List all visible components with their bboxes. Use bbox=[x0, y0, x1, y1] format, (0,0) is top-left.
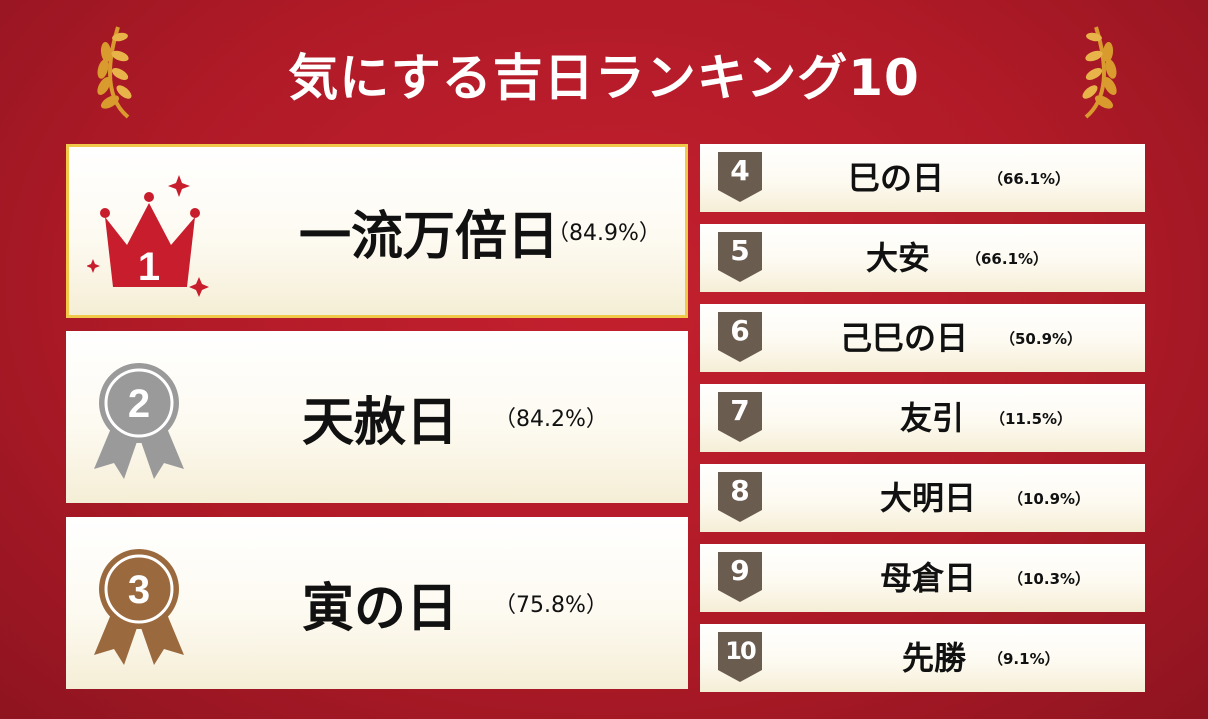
crown-rank-number: 1 bbox=[138, 245, 160, 289]
rank-number: 6 bbox=[730, 314, 750, 347]
rank-card-4: 4 巳の日 （66.1%） bbox=[700, 144, 1145, 212]
rank-badge-icon bbox=[718, 632, 762, 682]
rank-name: 先勝 bbox=[902, 639, 967, 677]
rank-percentage: （10.3%） bbox=[1008, 570, 1091, 588]
bronze-medal-icon: 3 bbox=[94, 549, 184, 665]
rank-percentage: （84.9%） bbox=[547, 221, 661, 246]
page-title: 気にする吉日ランキング10 bbox=[288, 49, 920, 107]
rank-name: 巳の日 bbox=[848, 159, 945, 197]
rank-name: 母倉日 bbox=[880, 559, 977, 597]
rank-card-1: 1 一流万倍日 （84.9%） bbox=[66, 144, 688, 318]
rank-percentage: （66.1%） bbox=[966, 250, 1049, 268]
rank-name: 天赦日 bbox=[302, 392, 459, 453]
rank-number: 8 bbox=[730, 474, 750, 507]
rank-badge-icon bbox=[718, 152, 762, 202]
rank-card-8: 8 大明日 （10.9%） bbox=[700, 464, 1145, 532]
rank-name: 己巳の日 bbox=[840, 319, 969, 357]
laurel-left-icon bbox=[97, 26, 132, 119]
rank-percentage: （66.1%） bbox=[988, 170, 1071, 188]
rank-badge-icon bbox=[718, 392, 762, 442]
rank-badge-icon bbox=[718, 472, 762, 522]
rank-name: 寅の日 bbox=[302, 578, 459, 639]
medal-rank-number: 2 bbox=[128, 382, 150, 426]
rank-card-10: 10 先勝 （9.1%） bbox=[700, 624, 1145, 692]
medal-rank-number: 3 bbox=[128, 568, 150, 612]
rank-card-3: 3 寅の日 （75.8%） bbox=[66, 517, 688, 689]
rank-number: 7 bbox=[730, 394, 750, 427]
rank-card-2: 2 天赦日 （84.2%） bbox=[66, 331, 688, 503]
rank-badge-icon bbox=[718, 232, 762, 282]
rank-percentage: （50.9%） bbox=[1000, 330, 1083, 348]
rank-number: 9 bbox=[730, 554, 750, 587]
laurel-right-icon bbox=[1082, 26, 1117, 119]
rank-percentage: （11.5%） bbox=[990, 410, 1073, 428]
rank-name: 友引 bbox=[900, 399, 965, 437]
rank-name: 大安 bbox=[866, 239, 931, 277]
rank-percentage: （75.8%） bbox=[494, 593, 608, 618]
rank-badge-icon bbox=[718, 312, 762, 362]
crown-icon: 1 bbox=[87, 175, 209, 297]
rank-name: 大明日 bbox=[880, 479, 977, 517]
rank-card-6: 6 己巳の日 （50.9%） bbox=[700, 304, 1145, 372]
rank-number: 4 bbox=[730, 154, 750, 187]
rank-percentage: （84.2%） bbox=[494, 407, 608, 432]
rank-name: 一流万倍日 bbox=[299, 206, 560, 267]
rank-number: 10 bbox=[725, 637, 756, 665]
rank-card-5: 5 大安 （66.1%） bbox=[700, 224, 1145, 292]
silver-medal-icon: 2 bbox=[94, 363, 184, 479]
rank-percentage: （10.9%） bbox=[1008, 490, 1091, 508]
rank-card-9: 9 母倉日 （10.3%） bbox=[700, 544, 1145, 612]
rank-card-7: 7 友引 （11.5%） bbox=[700, 384, 1145, 452]
rank-percentage: （9.1%） bbox=[988, 650, 1060, 668]
rank-badge-icon bbox=[718, 552, 762, 602]
rank-number: 5 bbox=[730, 234, 750, 267]
